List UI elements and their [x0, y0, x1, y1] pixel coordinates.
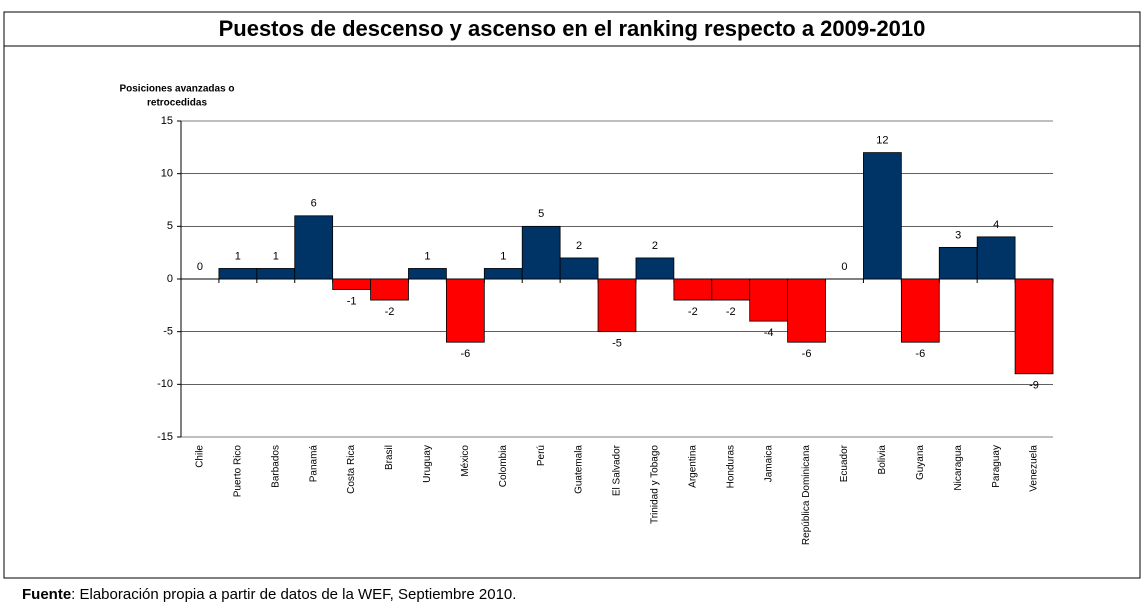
x-tick-label: Brasil: [384, 445, 395, 470]
bar: [787, 278, 826, 343]
bar: [938, 246, 978, 280]
data-label: 2: [652, 240, 658, 252]
y-axis-label: Posiciones avanzadas o: [119, 84, 234, 95]
x-tick-label: Trinidad y Tobago: [650, 445, 661, 524]
x-tick-label: Puerto Rico: [233, 445, 244, 498]
bar: [332, 278, 371, 290]
x-tick-label: Panamá: [308, 445, 319, 483]
y-axis-label: retrocedidas: [147, 98, 207, 109]
source: Fuente: Elaboración propia a partir de d…: [22, 586, 516, 602]
data-label: -2: [726, 306, 736, 318]
x-tick-label: Honduras: [725, 445, 736, 488]
data-label: 3: [955, 229, 961, 241]
frame: [3, 11, 1141, 579]
x-tick-label: Costa Rica: [346, 445, 357, 494]
bar: [408, 268, 447, 280]
data-label: -6: [460, 348, 470, 360]
y-tick-label: 10: [161, 168, 173, 180]
x-tick-label: Bolivia: [877, 445, 888, 475]
chart-title: Puestos de descenso y ascenso en el rank…: [219, 16, 926, 41]
data-label: 1: [500, 250, 506, 262]
x-tick-label: Barbados: [270, 445, 281, 488]
x-tick-label: Guatemala: [574, 445, 585, 494]
x-tick-label: Nicaragua: [953, 445, 964, 491]
x-tick-label: Guyana: [915, 445, 926, 480]
source-text: : Elaboración propia a partir de datos d…: [71, 586, 516, 602]
source-label: Fuente: [22, 586, 71, 602]
bar: [976, 236, 1016, 280]
y-tick-label: -10: [157, 378, 173, 390]
x-tick-label: Ecuador: [839, 444, 850, 482]
bar: [218, 268, 258, 280]
data-label: 5: [538, 208, 544, 220]
bar: [521, 225, 561, 280]
x-tick-label: El Salvador: [612, 444, 623, 496]
data-label: -2: [688, 306, 698, 318]
bar: [256, 268, 296, 280]
bar: [673, 278, 713, 301]
x-tick-label: México: [460, 445, 471, 477]
bar: [711, 278, 751, 301]
data-label: -6: [802, 348, 812, 360]
bar: [1014, 278, 1054, 375]
x-tick-label: República Dominicana: [801, 445, 812, 545]
data-label: -5: [612, 338, 622, 350]
data-label: 12: [876, 135, 888, 147]
y-tick-label: -15: [157, 431, 173, 443]
x-tick-label: Uruguay: [422, 445, 433, 483]
data-label: 1: [235, 250, 241, 262]
y-tick-label: 5: [167, 220, 173, 232]
x-tick-label: Colombia: [498, 445, 509, 488]
y-tick-label: 0: [167, 273, 173, 285]
data-label: -4: [764, 327, 774, 339]
x-tick-label: Paraguay: [991, 445, 1002, 488]
x-tick-label: Perú: [536, 445, 547, 466]
bar: [370, 278, 409, 301]
bar: [635, 257, 675, 280]
x-tick-label: Chile: [195, 445, 206, 468]
y-tick-label: 15: [161, 115, 173, 127]
data-label: 1: [273, 250, 279, 262]
data-label: -9: [1029, 380, 1039, 392]
data-label: 6: [311, 198, 317, 210]
bar: [559, 257, 599, 280]
data-label: 2: [576, 240, 582, 252]
bar: [597, 278, 637, 333]
data-label: -6: [915, 348, 925, 360]
bar: [900, 278, 940, 343]
data-label: -2: [385, 306, 395, 318]
x-tick-label: Jamaica: [763, 445, 774, 483]
data-label: -1: [347, 295, 357, 307]
bar: [749, 278, 789, 322]
data-label: 0: [841, 261, 847, 273]
x-tick-label: Argentina: [687, 445, 698, 488]
bar: [483, 268, 523, 280]
x-tick-label: Venezuela: [1029, 445, 1040, 492]
y-tick-label: -5: [163, 326, 173, 338]
bar: [445, 278, 485, 343]
data-label: 1: [424, 250, 430, 262]
data-label: 4: [993, 219, 999, 231]
data-label: 0: [197, 261, 203, 273]
bar: [294, 215, 334, 280]
bar: [863, 152, 902, 280]
